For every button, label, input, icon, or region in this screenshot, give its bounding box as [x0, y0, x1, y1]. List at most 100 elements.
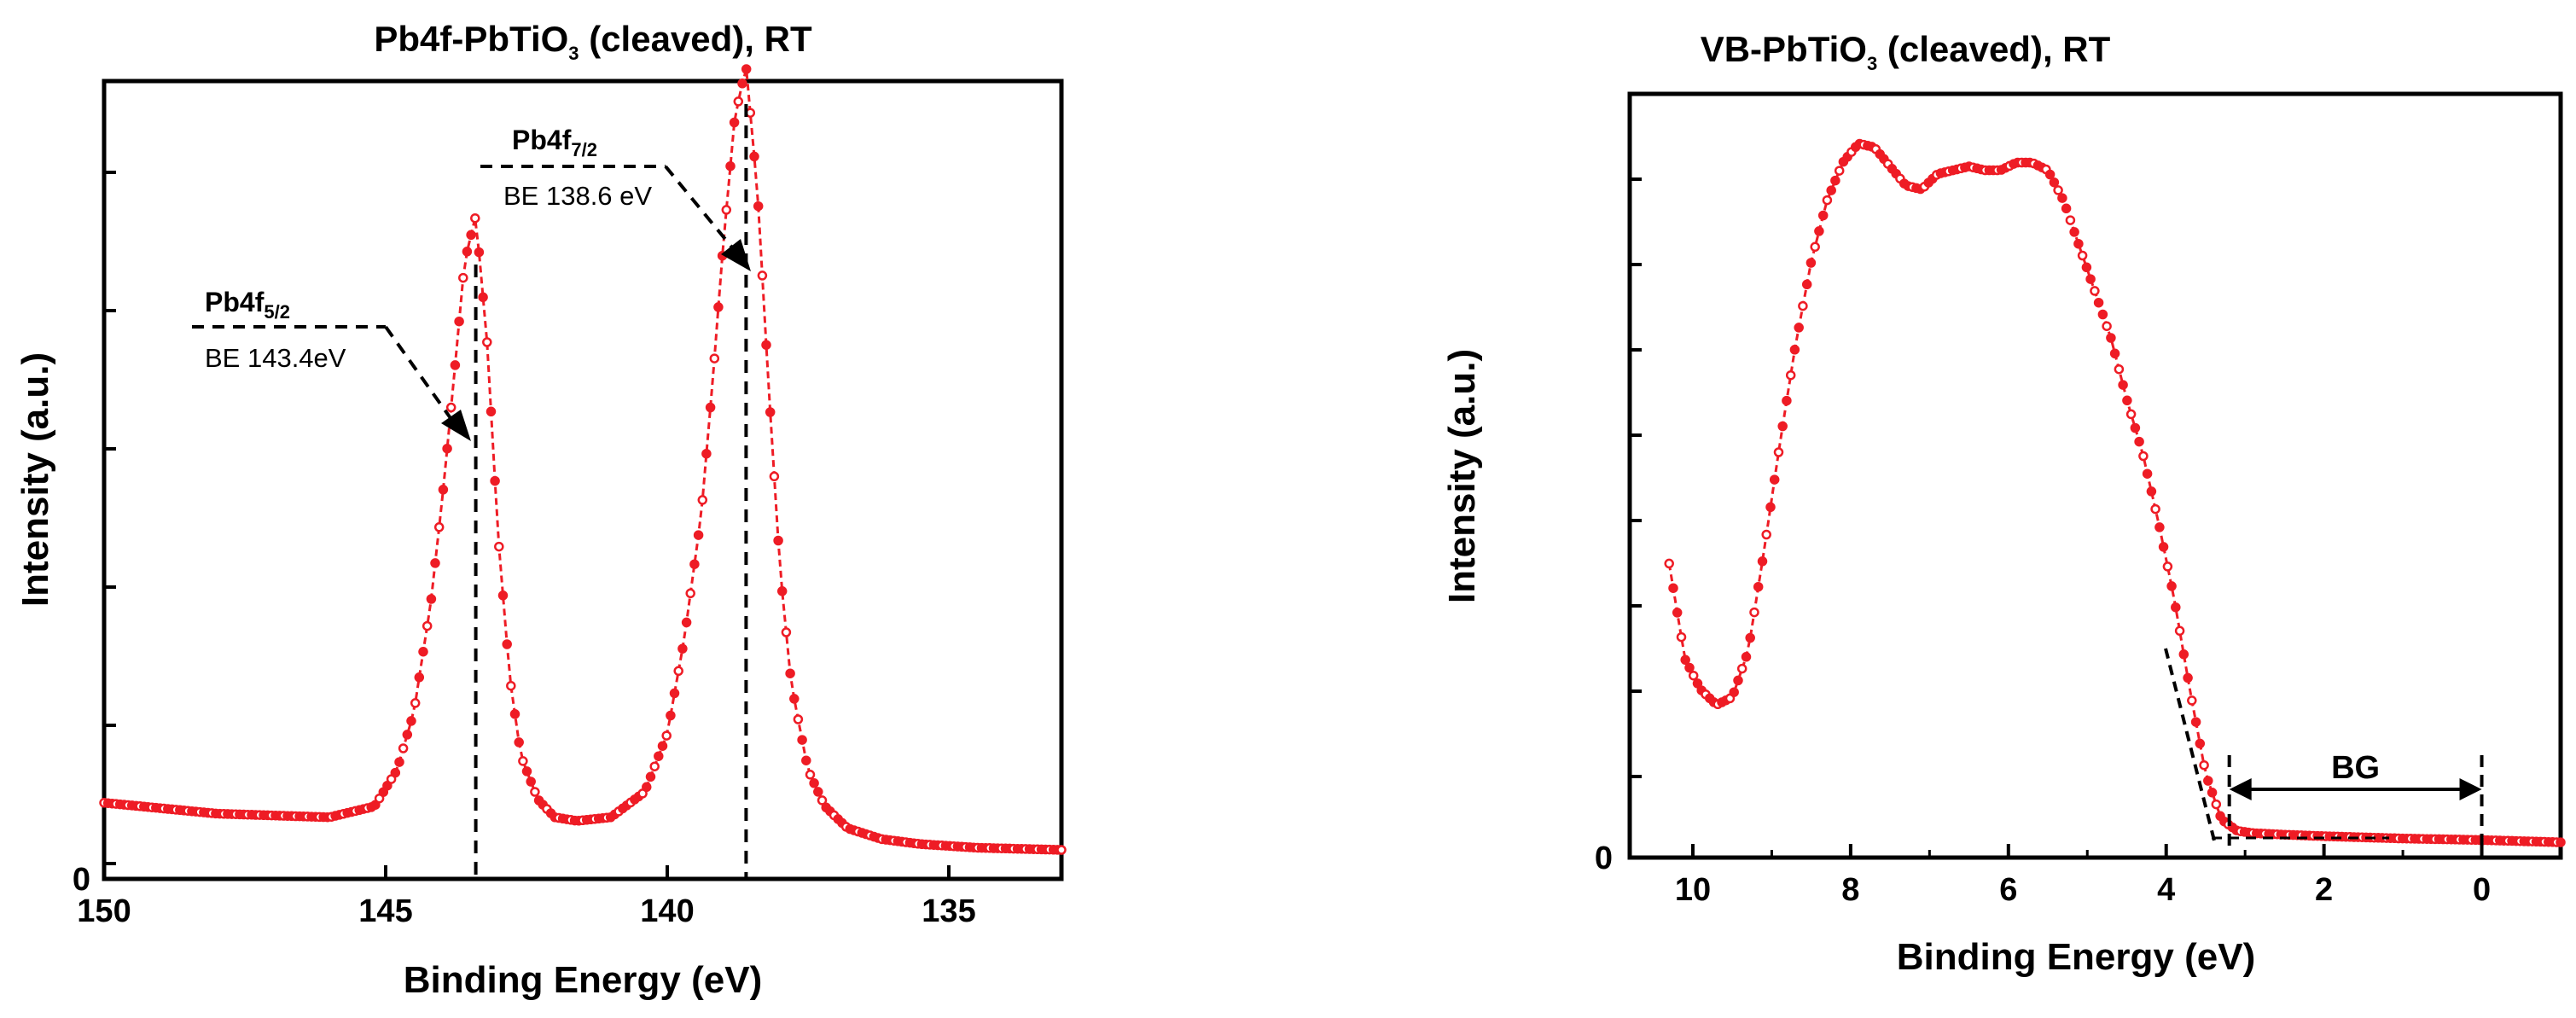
pb4f-data-point	[442, 443, 452, 454]
vb-data-point	[1736, 663, 1747, 674]
pb4f-data-point	[677, 643, 688, 654]
vb-y-zero-label: 0	[1595, 841, 1613, 876]
pb4f-y-zero-label: 0	[73, 862, 90, 898]
pb4f-data-point	[418, 646, 428, 657]
vb-data-point	[2102, 321, 2112, 331]
pb4f-data-point	[530, 787, 540, 797]
pb4f-data-point	[765, 407, 776, 417]
pb4f-data-point	[681, 617, 692, 628]
pb4f-data-point	[773, 535, 783, 546]
pb4f-data-point	[666, 710, 676, 721]
pb4f-data-point	[753, 201, 764, 212]
vb-series	[1664, 138, 2566, 847]
vb-data-point	[1757, 556, 1768, 567]
vb-data-point	[2138, 451, 2149, 462]
vb-data-point	[1834, 166, 1845, 176]
pb4f-data-point	[809, 778, 819, 788]
pb4f-data-point	[669, 688, 680, 699]
vb-data-point	[1753, 581, 1764, 592]
vb-data-point	[1769, 474, 1780, 485]
pb4f-5-2-label: Pb4f5/2	[205, 287, 290, 323]
pb4f-5-2-annotation: Pb4f5/2 BE 143.4eV	[192, 265, 478, 879]
pb4f-data-point	[406, 716, 416, 726]
pb4f-data-point	[645, 771, 656, 782]
pb4f-data-point	[689, 559, 700, 569]
pb4f-data-point	[642, 782, 652, 793]
vb-data-point	[1676, 631, 1687, 643]
pb4f-data-point	[518, 756, 528, 766]
vb-data-point	[1688, 670, 1699, 681]
pb4f-data-point	[474, 247, 485, 258]
vb-x-axis-label: Binding Energy (eV)	[1897, 936, 2255, 978]
vb-data-point	[2073, 238, 2084, 249]
pb4f-7-2-be: BE 138.6 eV	[503, 181, 652, 211]
vb-x-tick-label: 8	[1841, 872, 1859, 908]
pb4f-data-point	[426, 594, 437, 604]
vb-data-point	[2154, 522, 2165, 532]
vb-data-point	[2150, 503, 2160, 515]
pb4f-data-point	[673, 666, 683, 677]
pb4f-data-point	[462, 247, 473, 257]
pb4f-data-point	[450, 360, 461, 370]
vb-data-point	[2097, 309, 2108, 320]
vb-x-tick-label: 0	[2473, 872, 2491, 908]
vb-data-point	[1789, 345, 1800, 355]
pb4f-data-point	[657, 741, 668, 751]
vb-data-point	[2109, 348, 2120, 359]
vb-data-point	[1798, 300, 1808, 311]
pb4f-data-point	[649, 761, 660, 771]
vb-data-point	[2162, 561, 2173, 572]
pb4f-data-point	[466, 230, 476, 241]
pb4f-data-point	[433, 522, 445, 532]
pb4f-data-point	[394, 757, 404, 767]
pb4f-data-point	[693, 530, 704, 540]
pb4f-data-point	[805, 770, 816, 780]
vb-bandgap-annotation: BG	[2227, 750, 2484, 853]
pb4f-data-point	[793, 714, 804, 724]
vb-data-point	[1733, 675, 1743, 686]
vb-data-point	[2065, 215, 2076, 225]
vb-data-point	[2118, 380, 2128, 390]
pb4f-data-point	[494, 541, 504, 552]
vb-bg-label: BG	[2331, 750, 2380, 786]
pb4f-data-point	[497, 590, 509, 601]
pb4f-data-point	[769, 471, 780, 482]
pb4f-data-point	[486, 406, 497, 417]
vb-data-point	[2049, 177, 2060, 188]
pb4f-chart-title: Pb4f-PbTiO3 (cleaved), RT	[374, 19, 812, 64]
pb4f-x-axis-label: Binding Energy (eV)	[404, 959, 762, 1001]
vb-x-tick-label: 4	[2157, 872, 2175, 908]
pb4f-5-2-be: BE 143.4eV	[205, 343, 346, 373]
pb4f-data-point	[445, 402, 456, 413]
vb-data-point	[2134, 436, 2144, 447]
vb-data-point	[2199, 759, 2209, 771]
vb-plot-frame	[1627, 91, 2563, 860]
pb4f-data-point	[521, 766, 532, 777]
vb-data-point	[1765, 502, 1776, 513]
pb4f-data-point	[781, 627, 792, 637]
vb-x-tick-label: 6	[1999, 872, 2017, 908]
pb4f-data-point	[482, 337, 492, 347]
pb4f-chart: Pb4f-PbTiO3 (cleaved), RT 150 145 140 135 0…	[15, 19, 1067, 1001]
pb4f-data-point	[741, 64, 752, 74]
pb4f-x-ticks: 150 145 140 135	[77, 865, 976, 929]
vb-data-point	[2556, 837, 2566, 847]
pb4f-x-tick-label: 145	[358, 893, 412, 929]
vb-data-point	[1729, 687, 1739, 697]
pb4f-data-point	[733, 96, 744, 107]
vb-data-point	[1668, 583, 1678, 593]
pb4f-data-point	[509, 709, 520, 719]
pb4f-data-point	[470, 212, 480, 224]
vb-data-point	[1817, 210, 1829, 221]
vb-data-point	[1680, 654, 1690, 666]
vb-data-point	[1822, 195, 1833, 206]
vb-data-point	[2171, 602, 2181, 613]
vb-data-point	[2166, 581, 2177, 591]
pb4f-data-point	[502, 639, 512, 649]
vb-data-point	[1749, 607, 1759, 618]
vb-data-point	[2077, 250, 2088, 261]
vb-data-point	[2211, 799, 2222, 810]
pb4f-y-axis-label: Intensity (a.u.)	[15, 352, 56, 607]
vb-data-point	[1684, 662, 1695, 673]
